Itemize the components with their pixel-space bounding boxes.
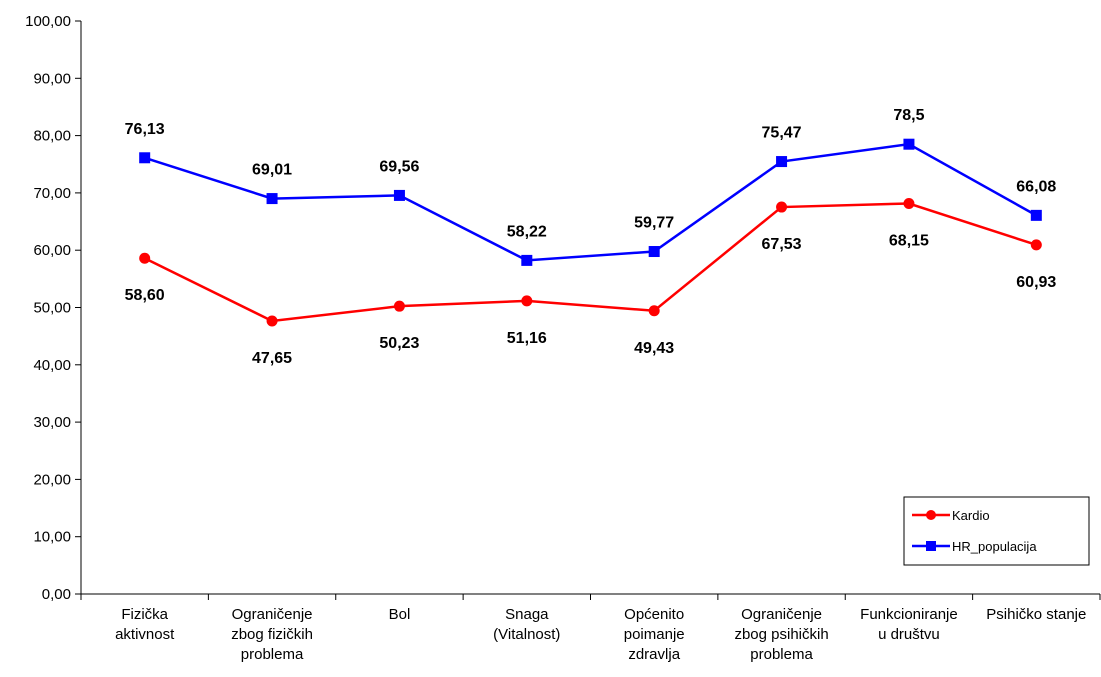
y-tick-label: 10,00 [33,529,71,546]
y-tick-label: 40,00 [33,357,71,374]
series-Kardio [139,198,1042,327]
data-label: 76,13 [125,121,165,138]
y-tick-label: 50,00 [33,300,71,317]
y-tick-label: 20,00 [33,471,71,488]
data-label: 49,43 [634,340,674,357]
chart-axes: 0,00 10,00 20,00 30,00 40,00 50,00 60,00 70,00 8… [25,13,1101,663]
y-tick-label: 0,00 [42,586,71,603]
data-point [266,315,278,327]
y-tick-label: 80,00 [33,128,71,145]
x-tick-label: Snaga (Vitalnost) [493,606,560,643]
data-point [648,246,660,258]
data-point [1030,239,1042,251]
legend-marker [926,541,936,551]
data-point [648,305,660,317]
data-point [139,252,151,264]
data-point [776,156,788,168]
y-tick-label: 90,00 [33,70,71,87]
chart-legend: Kardio HR_populacija [903,496,1090,566]
data-point [393,189,405,201]
x-tick-label: Funkcioniranje u društvu [860,606,958,643]
data-point [266,193,278,205]
y-tick-label: 100,00 [25,13,71,30]
legend-box [903,496,1090,566]
data-label: 68,15 [889,233,929,250]
y-tick-label: 70,00 [33,185,71,202]
data-point [521,295,533,307]
legend-item: HR_populacija [912,539,1037,554]
data-point [776,201,788,213]
data-label: 69,01 [252,162,292,179]
data-label: 78,5 [893,107,924,124]
x-tick-label: Bol [389,606,411,623]
y-tick-label: 30,00 [33,414,71,431]
data-label: 60,93 [1016,274,1056,291]
x-tick-label: Fizička aktivnost [115,606,175,643]
data-label: 47,65 [252,350,292,367]
data-point [903,138,915,150]
series-line [144,202,1037,323]
data-label: 51,16 [507,330,547,347]
x-tick-label: Psihičko stanje [986,606,1086,623]
data-label: 67,53 [762,236,802,253]
data-point [393,300,405,312]
data-point [139,152,151,164]
data-label: 58,22 [507,223,547,240]
data-labels: 58,60 47,65 50,23 51,16 49,43 67,53 68,15 60,93… [125,107,1057,367]
data-point [1030,209,1042,221]
data-label: 58,60 [125,287,165,304]
legend-item: Kardio [912,508,990,523]
data-label: 69,56 [379,158,419,175]
chart-series [139,138,1042,327]
data-point [903,198,915,210]
legend-label: HR_populacija [952,539,1037,554]
series-HR_populacija [139,138,1042,266]
x-tick-label: Općenito poimanje zdravlja [624,606,685,663]
x-tick-label: Ograničenje zbog fizičkih problema [231,606,313,663]
legend-marker [926,510,936,520]
x-tick-label: Ograničenje zbog psihičkih problema [734,606,828,663]
legend-label: Kardio [952,508,990,523]
y-tick-label: 60,00 [33,242,71,259]
data-label: 50,23 [379,335,419,352]
series-line [144,142,1037,262]
data-label: 59,77 [634,215,674,232]
data-label: 66,08 [1016,178,1056,195]
data-label: 75,47 [762,125,802,142]
data-point [521,254,533,266]
